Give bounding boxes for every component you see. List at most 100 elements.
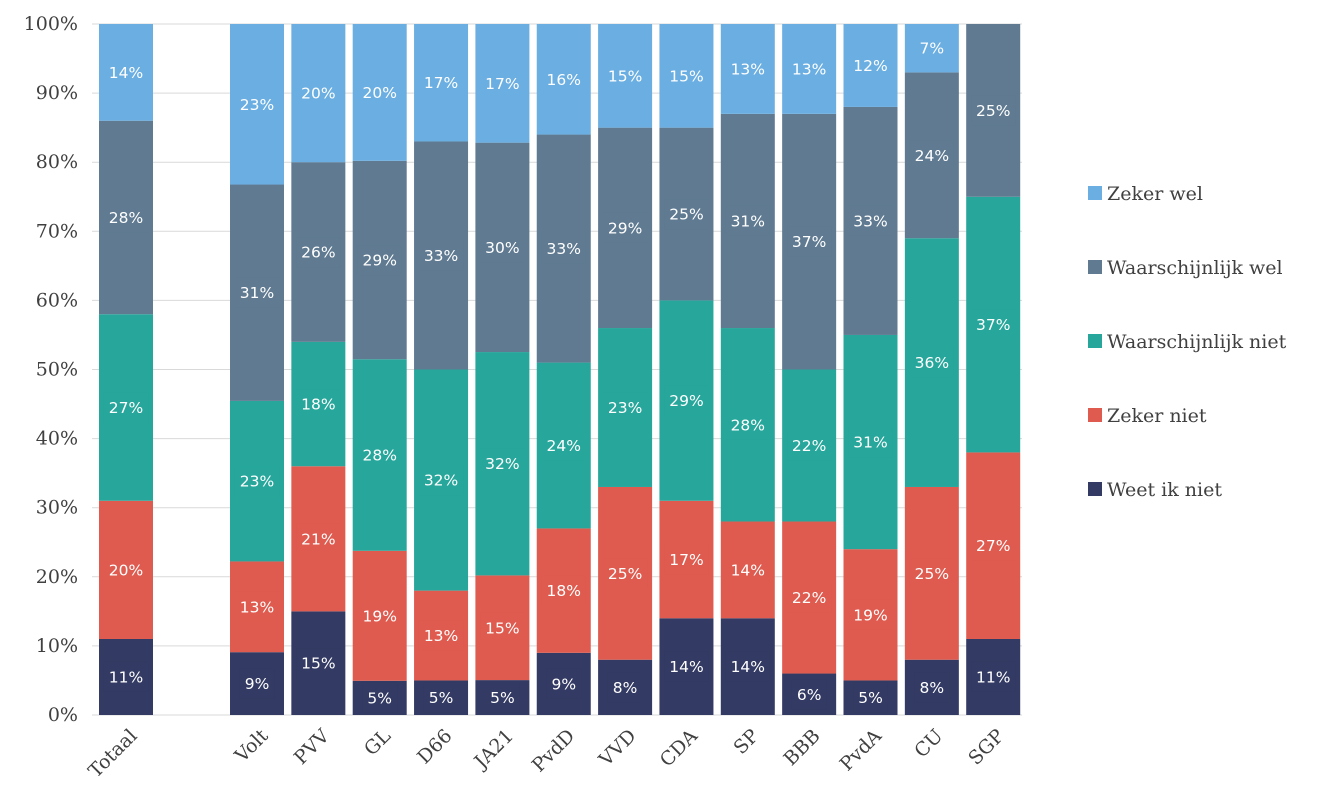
data-label-bbb-zeker-wel: 13% — [787, 53, 832, 84]
data-label-text: 6% — [797, 686, 822, 704]
data-label-cda-waarschijnlijk-niet: 29% — [664, 385, 709, 416]
data-label-volt-waarschijnlijk-niet: 23% — [234, 466, 280, 497]
data-label-text: 28% — [731, 416, 765, 434]
data-label-pvdd-zeker-niet: 18% — [541, 575, 586, 606]
data-label-box — [725, 205, 770, 236]
data-label-d66-weet-ik-niet: 5% — [423, 682, 459, 713]
data-label-totaal-zeker-wel: 14% — [103, 57, 149, 88]
data-label-box — [909, 140, 954, 171]
data-label-box — [296, 523, 341, 554]
data-label-text: 37% — [792, 233, 826, 251]
data-label-box — [664, 385, 709, 416]
data-label-text: 17% — [669, 551, 703, 569]
data-label-sgp-weet-ik-niet: 11% — [971, 661, 1016, 692]
data-label-pvda-weet-ik-niet: 5% — [853, 682, 888, 713]
data-label-pvdd-zeker-wel: 16% — [541, 64, 586, 95]
data-label-text: 15% — [608, 67, 642, 85]
data-label-box — [357, 600, 402, 631]
legend-label: Weet ik niet — [1107, 479, 1222, 501]
y-tick-label: 70% — [36, 220, 78, 242]
data-label-text: 8% — [920, 679, 945, 697]
data-label-box — [362, 682, 398, 713]
data-label-box — [848, 427, 893, 458]
data-label-box — [971, 530, 1016, 561]
data-label-box — [357, 77, 402, 108]
y-tick-label: 90% — [36, 82, 78, 104]
data-label-box — [103, 661, 149, 692]
data-label-box — [787, 226, 832, 257]
data-label-pvda-waarschijnlijk-niet: 31% — [848, 427, 893, 458]
y-tick-label: 30% — [36, 497, 78, 519]
data-label-text: 32% — [485, 455, 519, 473]
data-label-box — [234, 277, 280, 308]
data-label-box — [725, 651, 770, 682]
data-label-text: 26% — [301, 244, 335, 262]
data-label-box — [296, 648, 341, 679]
data-label-volt-zeker-niet: 13% — [234, 591, 280, 622]
x-tick-label-pvv: PVV — [290, 725, 334, 769]
data-label-cu-weet-ik-niet: 8% — [914, 672, 950, 703]
data-label-box — [914, 33, 950, 64]
data-label-ja21-zeker-niet: 15% — [480, 612, 525, 643]
data-label-bbb-waarschijnlijk-niet: 22% — [787, 430, 832, 461]
data-label-text: 9% — [551, 675, 576, 693]
data-label-text: 13% — [240, 598, 274, 616]
data-label-text: 20% — [362, 84, 396, 102]
data-label-text: 23% — [240, 473, 274, 491]
legend-swatch — [1088, 186, 1102, 200]
data-label-box — [234, 591, 280, 622]
data-label-box — [848, 599, 893, 630]
data-label-box — [418, 240, 464, 271]
data-label-text: 20% — [301, 85, 335, 103]
x-tick-label-ja21: JA21 — [469, 725, 518, 774]
data-label-box — [848, 205, 893, 236]
data-label-box — [603, 60, 648, 91]
data-label-volt-zeker-wel: 23% — [234, 89, 280, 120]
data-label-text: 27% — [109, 399, 143, 417]
data-label-box — [664, 199, 709, 230]
y-axis-tick-labels: 0% 10% 20% 30% 40% 50% 60% 70% 80% 90% 100% — [24, 13, 78, 726]
data-label-text: 37% — [976, 316, 1010, 334]
legend-swatch — [1088, 482, 1102, 496]
data-label-text: 31% — [853, 434, 887, 452]
data-label-text: 5% — [367, 689, 392, 707]
data-label-pvv-waarschijnlijk-wel: 26% — [296, 237, 341, 268]
data-label-box — [664, 544, 709, 575]
data-label-text: 13% — [424, 627, 458, 645]
data-label-text: 11% — [109, 668, 143, 686]
legend-item-waarschijnlijk-wel: Waarschijnlijk wel — [1088, 257, 1283, 279]
data-label-box — [791, 679, 827, 710]
data-label-box — [546, 668, 582, 699]
data-label-cu-waarschijnlijk-wel: 24% — [909, 140, 954, 171]
data-label-cda-zeker-wel: 15% — [664, 60, 709, 91]
data-label-text: 5% — [490, 689, 515, 707]
data-label-text: 33% — [424, 247, 458, 265]
data-label-gl-waarschijnlijk-wel: 29% — [357, 245, 402, 276]
data-label-sp-weet-ik-niet: 14% — [725, 651, 770, 682]
data-label-vvd-waarschijnlijk-wel: 29% — [603, 212, 648, 243]
data-label-box — [357, 440, 402, 471]
data-label-box — [541, 64, 586, 95]
data-label-text: 13% — [792, 60, 826, 78]
data-label-box — [664, 60, 709, 91]
data-label-text: 33% — [853, 212, 887, 230]
data-label-vvd-zeker-niet: 25% — [603, 558, 648, 589]
data-label-text: 33% — [547, 240, 581, 258]
data-label-text: 5% — [429, 689, 454, 707]
data-label-pvdd-weet-ik-niet: 9% — [546, 668, 582, 699]
data-label-text: 30% — [485, 239, 519, 257]
data-label-box — [541, 430, 586, 461]
data-label-cda-zeker-niet: 17% — [664, 544, 709, 575]
data-label-pvda-zeker-wel: 12% — [848, 50, 893, 81]
data-label-box — [296, 78, 341, 109]
data-label-text: 32% — [424, 472, 458, 490]
data-label-ja21-waarschijnlijk-wel: 30% — [480, 232, 525, 263]
legend-label: Zeker niet — [1107, 405, 1207, 427]
data-label-box — [787, 53, 832, 84]
data-label-pvv-zeker-wel: 20% — [296, 78, 341, 109]
data-label-sp-waarschijnlijk-niet: 28% — [725, 409, 770, 440]
data-label-box — [909, 558, 954, 589]
data-label-box — [725, 554, 770, 585]
data-label-box — [296, 389, 341, 420]
